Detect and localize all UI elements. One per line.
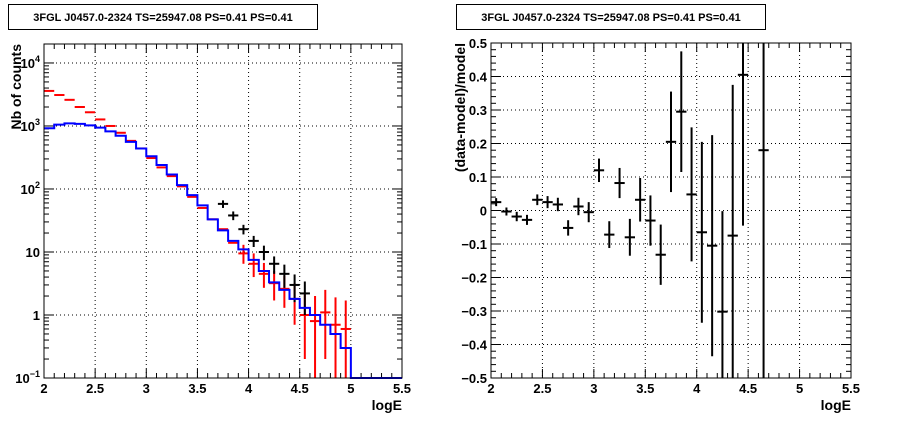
y-tick-label: 10 [26,245,40,260]
plot-frame [43,43,403,379]
y-tick-label: 0.3 [469,103,487,118]
y-tick-label: 104 [21,54,40,71]
y-tick-label: 0.2 [469,137,487,152]
x-tick-label: 3.5 [188,381,206,396]
y-tick-label: 1 [33,308,40,323]
counts-chart: 2 2.5 3 3.5 4 4.5 5 5.5 10−1 1 10 102 103 104 logE Nb o… [8,43,411,413]
x-tick-label: 2 [487,381,494,396]
y-tick-label: 0.4 [469,70,488,85]
grid [44,44,402,378]
data-series-all [44,89,351,378]
x-tick-label: 3.5 [636,381,654,396]
model-histogram [44,122,402,379]
y-tick-label: 102 [21,180,40,197]
left-chart-title: 3FGL J0457.0-2324 TS=25947.08 PS=0.41 PS… [8,4,318,30]
x-tick-label: 3 [590,381,597,396]
x-tick-label: 2 [40,381,47,396]
residuals-chart: 2 2.5 3 3.5 4 4.5 5 5.5 −0.5 −0.4 −0.3 −0.2 −0.1 0 0.1… [452,36,860,413]
y-tick-label: −0.3 [461,304,487,319]
x-tick-label: 4 [693,381,701,396]
x-tick-label: 2.5 [86,381,104,396]
right-chart-title: 3FGL J0457.0-2324 TS=25947.08 PS=0.41 PS… [456,4,766,30]
x-axis-title: logE [821,397,851,413]
y-tick-label: 0 [480,204,487,219]
x-tick-label: 5.5 [393,381,411,396]
y-tick-label: 0.5 [469,36,487,51]
y-tick-label: −0.1 [461,237,487,252]
x-axis-title: logE [372,397,402,413]
data-series-source [217,200,310,315]
x-tick-label: 4.5 [291,381,309,396]
y-axis-title: (data-model)/model [452,43,468,172]
y-tick-label: −0.4 [461,338,487,353]
plot-frame [490,42,852,379]
x-tick-label: 5 [796,381,803,396]
y-axis-title: Nb of counts [8,44,24,130]
y-tick-label: −0.2 [461,271,487,286]
y-tick-label: −0.5 [461,371,487,386]
x-tick-label: 5 [347,381,354,396]
y-tick-label: 103 [21,117,40,134]
x-tick-label: 4 [245,381,253,396]
x-tick-label: 5.5 [842,381,860,396]
residual-points [491,43,769,378]
x-tick-label: 2.5 [533,381,551,396]
y-tick-label: 0.1 [469,170,487,185]
x-tick-label: 4.5 [739,381,757,396]
grid [491,43,851,378]
y-tick-label: 10−1 [15,369,40,386]
x-tick-label: 3 [143,381,150,396]
